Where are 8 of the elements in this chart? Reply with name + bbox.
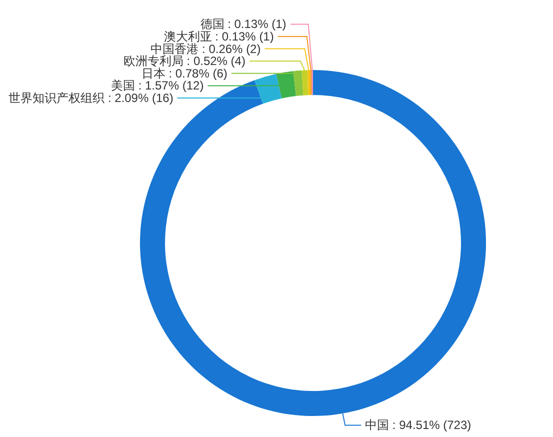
slice-label: 美国 : 1.57% (12) [111, 78, 204, 93]
slice-label: 中国 : 94.51% (723) [365, 418, 472, 432]
slice-label: 德国 : 0.13% (1) [200, 17, 286, 32]
slice-label: 欧洲专利局 : 0.52% (4) [123, 54, 246, 68]
slice-label: 世界知识产权组织 : 2.09% (16) [8, 91, 174, 105]
slice-label: 澳大利亚 : 0.13% (1) [164, 30, 274, 44]
slice-label: 中国香港 : 0.26% (2) [150, 42, 261, 56]
slice-label: 日本 : 0.78% (6) [141, 66, 228, 80]
